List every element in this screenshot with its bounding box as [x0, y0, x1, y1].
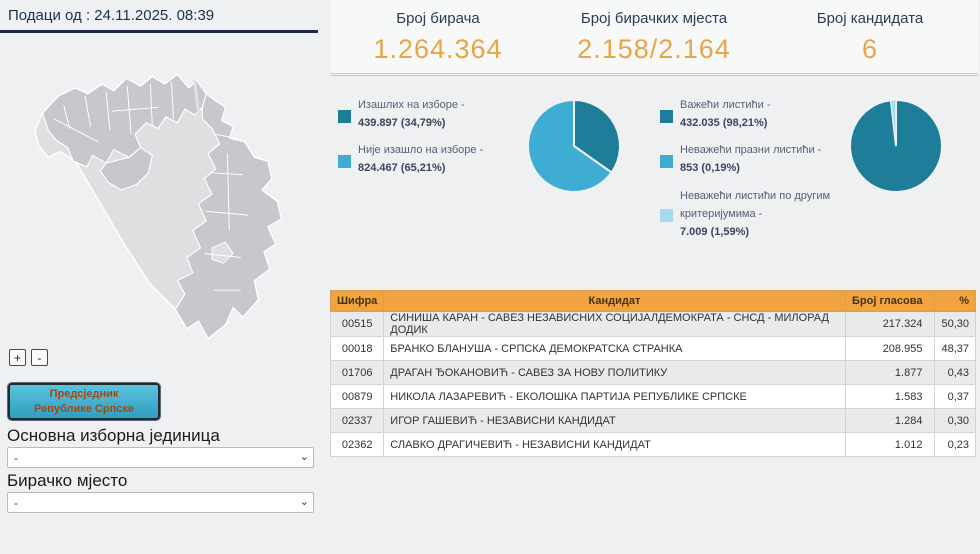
left-panel: Подаци од : 24.11.2025. 08:39	[0, 0, 322, 554]
cell-candidate: ИГОР ГАШЕВИЋ - НЕЗАВИСНИ КАНДИДАТ	[383, 408, 846, 433]
data-as-of-label: Подаци од : 24.11.2025. 08:39	[8, 7, 215, 24]
cell-votes: 1.583	[844, 384, 936, 409]
cell-code: 00879	[329, 384, 385, 409]
cell-percent: 50,30	[934, 311, 976, 337]
stat-label: Број бирачких мјеста	[580, 10, 728, 27]
legend-color-swatch	[660, 154, 673, 168]
legend-item: Изашлих на изборе - 439.897 (34,79%)	[338, 96, 510, 132]
stat-voters: Број бирача 1.264.364	[330, 0, 546, 73]
cell-votes: 1.284	[844, 408, 936, 433]
cell-code: 01706	[329, 360, 385, 385]
legend-value: 7.009 (1,59%)	[680, 225, 750, 238]
cell-code: 02362	[329, 432, 385, 457]
legend-color-swatch	[660, 109, 673, 123]
stat-polling-stations: Број бирачких мјеста 2.158/2.164	[546, 0, 762, 73]
map-region-northwest	[99, 147, 153, 191]
map-zoom-out-button[interactable]: -	[31, 349, 48, 366]
stat-candidates: Број кандидата 6	[762, 0, 978, 73]
stat-label: Број кандидата	[816, 10, 924, 27]
stat-value: 1.264.364	[373, 34, 503, 64]
stat-value: 6	[861, 34, 879, 64]
legend-value: 824.467 (65,21%)	[358, 162, 446, 175]
table-row: 00018 БРАНКО БЛАНУША - СРПСКА ДЕМОКРАТСК…	[329, 336, 976, 361]
legend-item: Важећи листићи - 432.035 (98,21%)	[660, 96, 832, 132]
cell-candidate: БРАНКО БЛАНУША - СРПСКА ДЕМОКРАТСКА СТРА…	[383, 336, 846, 361]
district-select-wrap: - ⌄	[7, 447, 314, 468]
turnout-pie-chart	[524, 96, 624, 196]
map-brcko-gap	[193, 80, 200, 114]
table-row: 00515 СИНИША КАРАН - САВЕЗ НЕЗАВИСНИХ СО…	[329, 311, 976, 337]
ballots-legend: Важећи листићи - 432.035 (98,21%) Неваже…	[656, 88, 832, 250]
map-enclave	[211, 241, 234, 264]
turnout-legend: Изашлих на изборе - 439.897 (34,79%) Ниј…	[334, 88, 510, 250]
cell-candidate: НИКОЛА ЛАЗАРЕВИЋ - ЕКОЛОШКА ПАРТИЈА РЕПУ…	[383, 384, 846, 409]
cell-code: 02337	[329, 408, 385, 433]
legend-color-swatch	[338, 109, 351, 123]
legend-item: Неважећи празни листићи - 853 (0,19%)	[660, 141, 832, 177]
bosnia-map-svg	[34, 73, 283, 340]
legend-label: Неважећи празни листићи -	[680, 144, 822, 157]
district-select[interactable]: -	[7, 447, 314, 468]
pie-slice-invalid-blank	[895, 99, 897, 147]
legend-value: 853 (0,19%)	[680, 162, 740, 175]
cell-code: 00018	[329, 336, 385, 361]
cell-percent: 0,43	[934, 360, 976, 385]
legend-label: Важећи листићи -	[680, 99, 771, 111]
column-header-votes: Број гласова	[844, 290, 936, 312]
column-header-code: Шифра	[329, 290, 385, 312]
district-label: Основна изборна јединица	[7, 426, 220, 445]
legend-value: 432.035 (98,21%)	[680, 117, 768, 130]
cell-votes: 217.324	[844, 311, 936, 337]
ballots-pie-chart	[846, 96, 946, 196]
table-row: 01706 ДРАГАН ЂОКАНОВИЋ - САВЕЗ ЗА НОВУ П…	[329, 360, 976, 385]
turnout-chart-group: Изашлих на изборе - 439.897 (34,79%) Ниј…	[334, 88, 656, 250]
cell-candidate: СЛАВКО ДРАГИЧЕВИЋ - НЕЗАВИСНИ КАНДИДАТ	[383, 432, 846, 457]
polling-station-select[interactable]: -	[7, 492, 314, 513]
map-region-north	[41, 73, 207, 168]
map-municipal-borders	[53, 82, 249, 291]
table-row: 02362 СЛАВКО ДРАГИЧЕВИЋ - НЕЗАВИСНИ КАНД…	[329, 432, 976, 457]
stat-label: Број бирача	[396, 10, 480, 27]
legend-label: Изашлих на изборе -	[358, 99, 465, 111]
legend-item: Неважећи листићи по другим критеријумима…	[660, 187, 832, 241]
table-header-row: Шифра Кандидат Број гласова %	[329, 290, 976, 312]
legend-label: Неважећи листићи по другим критеријумима…	[680, 189, 831, 220]
header-divider	[0, 30, 318, 33]
map-zoom-controls: + -	[9, 349, 48, 366]
cell-votes: 208.955	[844, 336, 936, 361]
results-table: Шифра Кандидат Број гласова % 00515 СИНИ…	[329, 290, 976, 457]
polling-station-select-wrap: - ⌄	[7, 492, 314, 513]
map-region-east	[174, 92, 282, 340]
cell-code: 00515	[329, 311, 385, 337]
legend-label: Није изашло на изборе -	[358, 144, 484, 157]
cell-percent: 0,30	[934, 408, 976, 433]
cell-percent: 0,37	[934, 384, 976, 409]
pie-slice-turned-out	[573, 98, 621, 174]
polling-station-label: Бирачко мјесто	[7, 471, 128, 490]
cell-votes: 1.012	[844, 432, 936, 457]
column-header-percent: %	[934, 290, 976, 312]
table-row: 02337 ИГОР ГАШЕВИЋ - НЕЗАВИСНИ КАНДИДАТ …	[329, 408, 976, 433]
table-row: 00879 НИКОЛА ЛАЗАРЕВИЋ - ЕКОЛОШКА ПАРТИЈ…	[329, 384, 976, 409]
bosnia-map[interactable]	[4, 38, 316, 346]
cell-candidate: СИНИША КАРАН - САВЕЗ НЕЗАВИСНИХ СОЦИЈАЛД…	[383, 311, 846, 337]
cell-percent: 48,37	[934, 336, 976, 361]
legend-value: 439.897 (34,79%)	[358, 117, 446, 130]
charts-section: Изашлих на изборе - 439.897 (34,79%) Ниј…	[334, 88, 978, 250]
legend-color-swatch	[338, 154, 351, 168]
race-selector-button[interactable]: Предсједник Републике Српске	[8, 383, 160, 420]
summary-stats: Број бирача 1.264.364 Број бирачких мјес…	[330, 0, 978, 76]
legend-item: Није изашло на изборе - 824.467 (65,21%)	[338, 141, 510, 177]
ballots-chart-group: Важећи листићи - 432.035 (98,21%) Неваже…	[656, 88, 978, 250]
legend-color-swatch	[660, 209, 673, 223]
cell-candidate: ДРАГАН ЂОКАНОВИЋ - САВЕЗ ЗА НОВУ ПОЛИТИК…	[383, 360, 846, 385]
pie-slice-did-not-vote	[526, 98, 613, 193]
column-header-candidate: Кандидат	[383, 290, 846, 312]
cell-votes: 1.877	[844, 360, 936, 385]
cell-percent: 0,23	[934, 432, 976, 457]
map-zoom-in-button[interactable]: +	[9, 349, 26, 366]
stat-value: 2.158/2.164	[577, 34, 731, 64]
